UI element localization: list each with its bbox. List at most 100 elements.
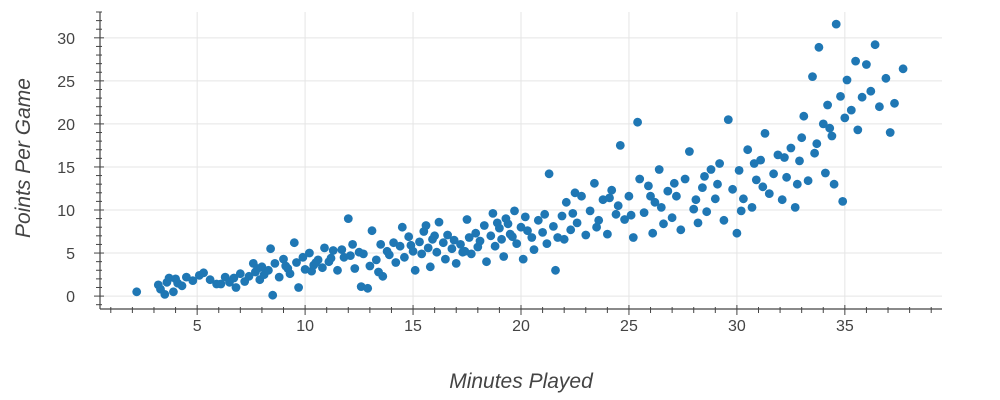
data-point (289, 238, 299, 248)
data-point (706, 165, 716, 174)
data-point (669, 178, 679, 188)
data-point (434, 217, 444, 227)
data-point (425, 262, 435, 272)
data-point (615, 141, 625, 150)
data-point (283, 264, 293, 273)
data-point (710, 194, 720, 204)
data-point (851, 56, 860, 66)
data-point (346, 251, 355, 260)
data-point (169, 287, 178, 297)
grid-lines (100, 12, 942, 309)
data-point (898, 64, 908, 74)
data-point (492, 218, 502, 228)
data-point (786, 143, 796, 153)
data-point (827, 131, 837, 141)
data-point (728, 184, 737, 194)
data-point (840, 113, 850, 123)
data-point (216, 279, 226, 289)
data-point (812, 139, 822, 149)
data-point (685, 147, 694, 156)
data-point (438, 238, 448, 248)
data-point (680, 174, 690, 184)
data-point (499, 252, 509, 261)
data-point (577, 191, 586, 201)
data-point (279, 254, 288, 264)
data-point (404, 232, 414, 242)
data-point (570, 188, 580, 198)
y-tick-label: 15 (57, 160, 75, 177)
data-point (410, 265, 420, 275)
data-point (572, 218, 582, 228)
data-point (447, 244, 457, 254)
data-point (749, 159, 759, 168)
data-point (646, 191, 655, 201)
data-point (520, 212, 530, 222)
data-point (734, 166, 744, 175)
data-point (391, 258, 401, 267)
data-point (831, 19, 841, 29)
data-point (443, 230, 452, 240)
data-point (423, 243, 433, 253)
data-point (490, 241, 500, 251)
data-point (758, 182, 768, 192)
data-point (693, 218, 703, 228)
data-point (529, 245, 539, 255)
y-axis: 0 5 10 15 20 25 30 (57, 11, 104, 309)
data-point (540, 209, 550, 219)
data-point (739, 194, 748, 204)
data-point (177, 281, 187, 291)
data-point (486, 231, 496, 241)
data-point (667, 213, 677, 223)
data-point (374, 267, 383, 277)
data-point (613, 201, 623, 211)
x-axis: 5 10 15 20 25 30 35 (100, 305, 942, 335)
data-point (700, 172, 709, 181)
data-point (698, 183, 707, 193)
data-point (542, 239, 552, 249)
data-point (838, 197, 848, 206)
data-point (512, 239, 522, 249)
data-point (881, 73, 891, 83)
data-point (885, 128, 895, 137)
data-point (326, 253, 336, 263)
data-point (516, 222, 526, 232)
data-point (823, 100, 832, 110)
data-point (294, 283, 303, 292)
data-point (624, 191, 634, 201)
data-point (397, 222, 407, 232)
data-point (566, 225, 576, 235)
data-point (527, 233, 537, 242)
x-axis-title: Minutes Played (449, 370, 594, 393)
data-point (510, 206, 519, 216)
data-point (350, 264, 360, 273)
data-point (751, 175, 761, 185)
data-point (777, 195, 787, 205)
data-point (501, 214, 511, 224)
data-point (663, 186, 673, 196)
data-point (797, 133, 807, 143)
data-point (430, 231, 439, 241)
data-point (132, 287, 142, 297)
data-point (544, 169, 554, 179)
data-point (795, 156, 804, 166)
x-tick-label: 20 (512, 318, 530, 335)
data-point (747, 203, 757, 212)
y-tick-label: 30 (57, 31, 75, 48)
data-point (875, 102, 884, 112)
data-point (585, 206, 595, 216)
data-point (367, 226, 377, 236)
x-tick-label: 30 (728, 318, 746, 335)
data-point (821, 168, 830, 178)
y-tick-label: 25 (57, 74, 75, 91)
data-point (333, 265, 342, 275)
data-point (581, 230, 591, 240)
data-point (808, 72, 817, 81)
data-point (853, 125, 863, 135)
data-point (607, 185, 617, 195)
data-point (890, 98, 899, 108)
data-point (650, 197, 660, 207)
data-point (205, 275, 215, 285)
data-point (343, 214, 353, 224)
data-point (635, 174, 645, 184)
data-point (229, 273, 239, 283)
